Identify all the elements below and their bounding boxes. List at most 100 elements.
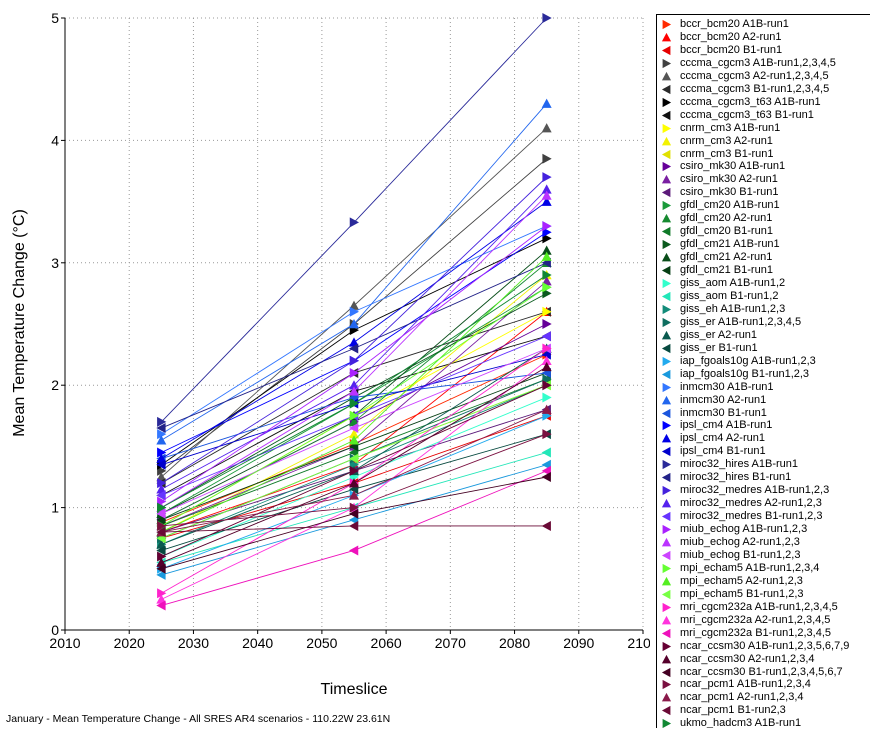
x-tick-label: 2050 [306, 635, 337, 651]
legend-marker-icon [661, 654, 672, 663]
series [156, 184, 552, 494]
y-tick-label: 5 [51, 10, 59, 26]
legend-label: mri_cgcm232a A1B-run1,2,3,4,5 [680, 600, 838, 613]
legend-marker-icon [662, 356, 672, 366]
legend-marker-icon [662, 486, 672, 496]
y-tick-label: 0 [51, 622, 59, 638]
legend-marker-icon [661, 512, 671, 522]
data-point [349, 429, 359, 439]
legend-marker-icon [661, 45, 671, 55]
x-tick-label: 2090 [563, 635, 594, 651]
data-point [541, 184, 552, 194]
data-point [349, 319, 359, 329]
data-point [156, 563, 166, 574]
legend-label: cccma_cgcm3 B1-run1,2,3,4,5 [680, 82, 830, 95]
legend-label: ncar_ccsm30 B1-run1,2,3,4,5,6,7 [680, 665, 843, 678]
legend-marker-icon [662, 680, 672, 690]
data-point [157, 551, 167, 562]
data-point [156, 545, 166, 556]
data-point [542, 392, 552, 403]
legend-label: iap_fgoals10g B1-run1,2,3 [680, 367, 810, 380]
legend-marker-icon [661, 615, 672, 625]
data-point [541, 98, 552, 108]
legend-label: gfdl_cm20 A2-run1 [680, 212, 773, 225]
legend-label: cnrm_cm3 A1B-run1 [680, 121, 781, 134]
data-point [156, 472, 167, 482]
legend-marker-icon [662, 97, 672, 107]
legend-label: mpi_echam5 A1B-run1,2,3,4 [680, 561, 820, 574]
data-point [157, 588, 167, 599]
series [157, 270, 552, 513]
legend-marker-icon [661, 214, 672, 223]
legend-label: ipsl_cm4 A1B-run1 [680, 419, 773, 432]
legend-marker-icon [661, 188, 671, 198]
legend-marker-icon [662, 563, 672, 573]
data-point [541, 123, 552, 133]
legend-marker-icon [662, 58, 672, 68]
legend-marker-icon [661, 576, 672, 586]
data-point [156, 508, 166, 519]
series [157, 172, 552, 489]
data-point [541, 472, 551, 482]
data-point [349, 337, 359, 347]
data-point [156, 435, 167, 445]
series [157, 13, 552, 427]
x-tick-label: 2010 [49, 635, 80, 651]
legend-label: cnrm_cm3 A2-run1 [680, 134, 773, 147]
legend[interactable]: bccr_bcm20 A1B-run1 bccr_bcm20 A2-run1 bcc… [656, 14, 870, 728]
x-tick-label: 2060 [371, 635, 402, 651]
legend-label: iap_fgoals10g A1B-run1,2,3 [680, 354, 816, 367]
legend-label: mpi_echam5 B1-run1,2,3 [680, 587, 804, 600]
x-tick-label: 2080 [499, 635, 530, 651]
legend-label: giss_aom A1B-run1,2 [680, 277, 786, 289]
legend-label: mri_cgcm232a B1-run1,2,3,4,5 [680, 626, 832, 639]
legend-marker-icon [661, 706, 671, 716]
series [157, 380, 552, 562]
legend-marker-icon [661, 693, 672, 702]
legend-label: gfdl_cm20 B1-run1 [680, 225, 773, 238]
legend-label: miroc32_hires B1-run1 [680, 471, 792, 484]
data-point [156, 594, 167, 604]
data-point [541, 245, 552, 255]
data-point [542, 380, 552, 391]
legend-marker-icon [661, 499, 672, 508]
legend-label: gfdl_cm21 A2-run1 [680, 251, 773, 264]
data-point [542, 270, 552, 281]
data-point [156, 557, 167, 567]
data-point [349, 545, 359, 556]
legend-marker-icon [662, 719, 672, 728]
legend-marker-icon [662, 641, 672, 651]
legend-marker-icon [662, 19, 672, 30]
data-point [541, 196, 552, 206]
data-point [542, 343, 552, 354]
series-layer [156, 13, 552, 611]
legend-marker-icon [661, 628, 671, 638]
legend-label: ncar_ccsm30 A1B-run1,2,3,5,6,7,9 [680, 639, 850, 652]
data-point [541, 520, 551, 531]
legend-label: giss_er B1-run1 [680, 341, 758, 354]
data-point [542, 221, 552, 232]
legend-marker-icon [661, 265, 671, 276]
data-point [541, 251, 552, 261]
legend-label: mpi_echam5 A2-run1,2,3 [680, 574, 803, 587]
data-point [156, 423, 166, 434]
legend-label: giss_er A2-run1 [680, 328, 758, 341]
legend-marker-icon [661, 589, 671, 599]
legend-label: bccr_bcm20 B1-run1 [680, 43, 783, 56]
legend-label: bccr_bcm20 A1B-run1 [680, 18, 789, 30]
legend-marker-icon [661, 71, 672, 81]
y-axis-title: Mean Temperature Change (°C) [11, 209, 28, 437]
legend-marker-icon [661, 369, 671, 379]
legend-marker-icon [661, 84, 671, 94]
data-point [156, 600, 166, 611]
data-point [157, 447, 167, 458]
data-point [541, 447, 551, 458]
x-tick-label: 2070 [435, 635, 466, 651]
legend-label: ipsl_cm4 B1-run1 [680, 445, 766, 458]
legend-label: cccma_cgcm3 A1B-run1,2,3,4,5 [680, 56, 836, 69]
legend-label: ncar_pcm1 A2-run1,2,3,4 [680, 691, 804, 704]
series [156, 196, 552, 463]
legend-marker-icon [661, 110, 671, 120]
data-point [349, 502, 359, 513]
data-point [541, 331, 551, 342]
